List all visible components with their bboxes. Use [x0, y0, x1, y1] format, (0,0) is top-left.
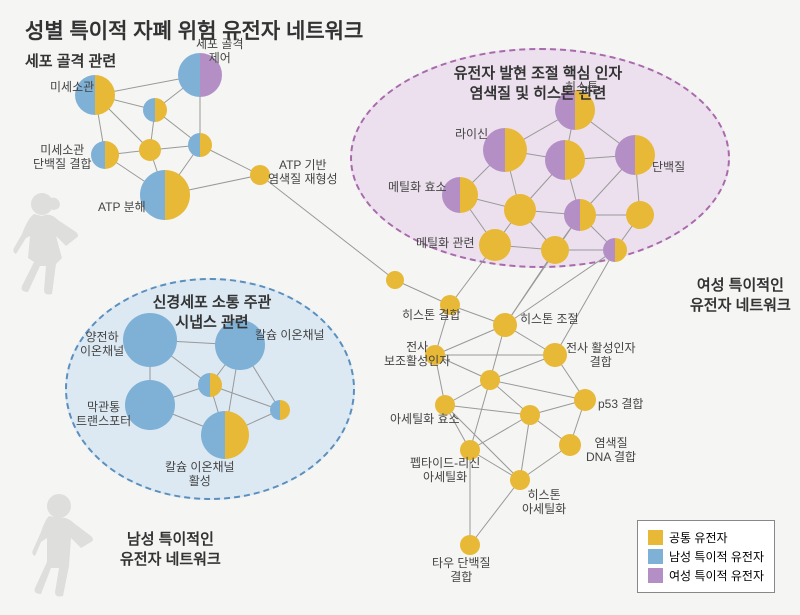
- node-label-c2: 히스톤 결합: [402, 308, 461, 322]
- node-label-n1: 미세소관: [50, 80, 94, 94]
- female-net-line1: 여성 특이적인: [697, 277, 784, 294]
- node-c8: [574, 389, 596, 411]
- node-s5: [201, 411, 249, 459]
- male-network-label: 남성 특이적인 유전자 네트워크: [120, 530, 221, 571]
- node-n7: [140, 170, 190, 220]
- swatch-female: [648, 568, 663, 583]
- node-f6: [504, 194, 536, 226]
- legend-row-female: 여성 특이적 유전자: [648, 567, 764, 584]
- node-label-c13: 타우 단백질결합: [432, 556, 491, 585]
- node-label-f1: 히스톤: [565, 80, 598, 94]
- node-f2: [483, 128, 527, 172]
- node-n5: [139, 139, 161, 161]
- node-label-c8: p53 결합: [598, 397, 643, 411]
- node-f8: [626, 201, 654, 229]
- node-label-f9: 메틸화 관련: [416, 236, 475, 250]
- edge: [470, 480, 520, 545]
- legend: 공통 유전자 남성 특이적 유전자 여성 특이적 유전자: [637, 520, 775, 593]
- node-label-n8: ATP 기반염색질 재형성: [268, 158, 338, 187]
- node-n6: [188, 133, 212, 157]
- legend-male-label: 남성 특이적 유전자: [669, 548, 764, 565]
- node-f11: [603, 238, 627, 262]
- node-label-s1: 양전하이온채널: [80, 330, 124, 359]
- node-label-s5: 칼슘 이온채널활성: [165, 460, 235, 489]
- node-label-n7: ATP 분해: [98, 200, 146, 214]
- edge: [490, 380, 585, 400]
- male-net-line1: 남성 특이적인: [127, 531, 214, 548]
- node-c1: [386, 271, 404, 289]
- node-label-s3: 막관통트랜스포터: [76, 400, 131, 429]
- node-label-f5: 메틸화 효소: [388, 180, 447, 194]
- node-f3: [545, 140, 585, 180]
- node-s6: [270, 400, 290, 420]
- legend-row-male: 남성 특이적 유전자: [648, 548, 764, 565]
- node-f10: [541, 236, 569, 264]
- main-title: 성별 특이적 자폐 위험 유전자 네트워크: [25, 15, 363, 45]
- node-label-c4: 전사보조활성인자: [384, 340, 450, 369]
- edge: [260, 175, 395, 280]
- node-label-f2: 라이신: [455, 127, 488, 141]
- node-f7: [564, 199, 596, 231]
- node-s4: [198, 373, 222, 397]
- node-label-n2: 세포 골격제어: [196, 37, 244, 66]
- node-c6: [480, 370, 500, 390]
- cytoskeleton-subtitle: 세포 골격 관련: [25, 50, 116, 71]
- node-label-n4: 미세소관단백질 결합: [33, 143, 92, 172]
- node-f9: [479, 229, 511, 261]
- legend-female-label: 여성 특이적 유전자: [669, 567, 764, 584]
- node-c5: [543, 343, 567, 367]
- synapse-line2: 시냅스 관련: [175, 314, 248, 331]
- node-label-c7: 아세틸화 효소: [390, 412, 460, 426]
- male-net-line2: 유전자 네트워크: [120, 551, 221, 568]
- node-label-f4: 단백질: [652, 160, 685, 174]
- node-label-c11: 염색질DNA 결합: [586, 436, 636, 465]
- node-c13: [460, 535, 480, 555]
- node-n4: [91, 141, 119, 169]
- node-c11: [559, 434, 581, 456]
- female-net-line2: 유전자 네트워크: [690, 297, 791, 314]
- female-network-label: 여성 특이적인 유전자 네트워크: [690, 276, 791, 317]
- node-label-c10: 펩타이드-리신아세틸화: [410, 456, 480, 485]
- node-label-c3: 히스톤 조절: [520, 312, 579, 326]
- node-label-c5: 전사 활성인자결합: [566, 341, 636, 370]
- swatch-common: [648, 530, 663, 545]
- legend-common-label: 공통 유전자: [669, 529, 728, 546]
- legend-row-common: 공통 유전자: [648, 529, 764, 546]
- gene-expression-label: 유전자 발현 조절 핵심 인자 염색질 및 히스톤 관련: [418, 64, 658, 105]
- swatch-male: [648, 549, 663, 564]
- node-label-s2: 칼슘 이온채널: [255, 328, 325, 342]
- node-label-c12: 히스톤아세틸화: [522, 488, 566, 517]
- node-n8: [250, 165, 270, 185]
- node-n3: [143, 98, 167, 122]
- node-f5: [442, 177, 478, 213]
- node-c9: [520, 405, 540, 425]
- node-c12: [510, 470, 530, 490]
- edge: [505, 215, 580, 325]
- node-c3: [493, 313, 517, 337]
- edge: [555, 250, 615, 355]
- node-f4: [615, 135, 655, 175]
- synapse-line1: 신경세포 소통 주관: [153, 294, 272, 311]
- node-s3: [125, 380, 175, 430]
